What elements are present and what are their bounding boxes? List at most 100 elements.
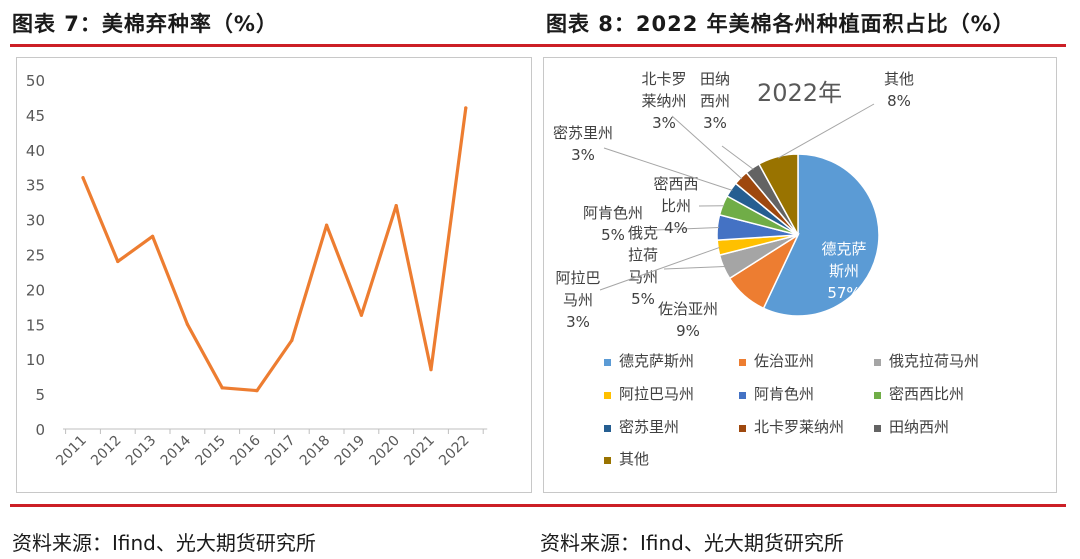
pie-label-name: 德克萨 <box>821 240 866 258</box>
pie-label-name: 西州 <box>700 92 730 110</box>
y-tick-label: 25 <box>26 247 45 265</box>
legend-swatch <box>604 392 611 399</box>
x-tick-label: 2022 <box>436 433 473 470</box>
legend-swatch <box>604 425 611 432</box>
legend-swatch <box>874 359 881 366</box>
data-point <box>429 368 433 372</box>
data-point <box>220 386 224 390</box>
x-tick-label: 2013 <box>123 433 160 470</box>
pie-label-value: 4% <box>664 219 688 237</box>
pie-slice <box>757 153 799 236</box>
pie-label-value: 3% <box>566 313 590 331</box>
leader-line <box>655 227 719 231</box>
data-point <box>81 176 85 180</box>
y-tick-label: 0 <box>35 421 45 439</box>
x-tick-label: 2015 <box>193 433 230 470</box>
data-point <box>116 259 120 264</box>
data-point <box>325 223 329 227</box>
footer-divider <box>10 504 1066 507</box>
legend-label: 田纳西州 <box>889 418 949 436</box>
pie-slice <box>762 153 880 317</box>
pie-label-name: 密苏里州 <box>553 124 613 142</box>
pie-chart-panel: 2022年 德克萨 斯州 57% 佐治亚州 9% 俄克 拉荷 马州 5% 阿拉巴 马州 3% 阿肯色州 5%… <box>543 57 1057 493</box>
series-line <box>81 106 468 393</box>
data-point <box>394 204 398 208</box>
pie-label-value: 8% <box>887 92 911 110</box>
pie-label-name: 佐治亚州 <box>658 300 718 318</box>
legend-label: 佐治亚州 <box>754 352 814 370</box>
data-point <box>464 106 468 110</box>
y-tick-label: 40 <box>26 142 45 160</box>
line-chart: 0 5 10 15 20 25 30 35 40 45 50 20112012201320142015… <box>26 72 488 470</box>
right-chart-title: 图表 8：2022 年美棉各州种植面积占比（%） <box>546 12 1015 36</box>
pie-label-name: 拉荷 <box>628 246 658 264</box>
legend-label: 密苏里州 <box>619 418 679 436</box>
legend-swatch <box>739 425 746 432</box>
y-tick-label: 15 <box>26 316 45 334</box>
pie-label-name: 阿拉巴 <box>555 269 600 287</box>
pie-label-value: 3% <box>652 114 676 132</box>
leader-line <box>599 246 720 291</box>
y-tick-label: 50 <box>26 72 45 90</box>
pie-label-name: 莱纳州 <box>641 92 686 110</box>
pie-label-name: 斯州 <box>829 262 859 280</box>
pie-label-name: 比州 <box>661 197 691 215</box>
pie-label-value: 3% <box>703 114 727 132</box>
y-tick-label: 5 <box>35 386 45 404</box>
pie-label-value: 57% <box>827 284 860 302</box>
x-tick-label: 2011 <box>53 433 90 470</box>
pie-label-name: 其他 <box>884 70 914 88</box>
legend-label: 密西西比州 <box>889 385 964 403</box>
legend-swatch <box>739 392 746 399</box>
pie-label-name: 密西西 <box>653 175 698 193</box>
legend-swatch <box>739 359 746 366</box>
title-divider <box>10 44 1066 47</box>
leader-line <box>671 115 743 180</box>
data-point <box>255 389 259 393</box>
y-tick-label: 10 <box>26 351 45 369</box>
legend-swatch <box>604 359 611 366</box>
pie-label-value: 9% <box>676 322 700 340</box>
legend-swatch <box>874 392 881 399</box>
x-tick-label: 2020 <box>367 433 404 470</box>
legend-label: 北卡罗莱纳州 <box>754 418 844 436</box>
leader-line <box>663 266 726 270</box>
pie-label-value: 3% <box>571 146 595 164</box>
y-tick-label: 20 <box>26 281 45 299</box>
pie-label-name: 北卡罗 <box>641 70 686 88</box>
x-tick-label: 2021 <box>401 433 438 470</box>
y-tick-label: 35 <box>26 177 45 195</box>
x-tick-label: 2012 <box>88 433 125 470</box>
x-tick-label: 2014 <box>158 432 195 469</box>
legend-label: 阿拉巴马州 <box>619 385 694 403</box>
y-tick-label: 45 <box>26 107 45 125</box>
pie-label-name: 田纳 <box>700 70 730 88</box>
y-tick-label: 30 <box>26 212 45 230</box>
data-point <box>151 234 155 238</box>
leader-line <box>603 147 733 191</box>
legend-swatch <box>604 457 611 464</box>
right-source-note: 资料来源：Ifind、光大期货研究所 <box>540 531 844 555</box>
pie-label-value: 5% <box>601 226 625 244</box>
x-tick-label: 2019 <box>332 433 369 470</box>
data-point <box>290 338 294 342</box>
pie-title: 2022年 <box>757 79 842 107</box>
legend-label: 阿肯色州 <box>754 385 814 403</box>
pie-label-value: 5% <box>631 290 655 308</box>
leader-line <box>721 145 754 170</box>
left-chart-title: 图表 7：美棉弃种率（%） <box>12 12 278 36</box>
x-tick-label: 2017 <box>262 433 299 470</box>
data-point <box>359 313 363 317</box>
legend-swatch <box>874 425 881 432</box>
left-source-note: 资料来源：Ifind、光大期货研究所 <box>12 531 316 555</box>
x-tick-label: 2016 <box>227 432 264 469</box>
legend-label: 其他 <box>619 450 649 468</box>
leader-line <box>778 103 875 159</box>
pie-label-name: 阿肯色州 <box>583 204 643 222</box>
x-tick-label: 2018 <box>297 433 334 470</box>
pie-label-name: 俄克 <box>628 224 658 242</box>
legend-label: 俄克拉荷马州 <box>889 352 979 370</box>
pie-label-name: 马州 <box>563 291 593 309</box>
legend-label: 德克萨斯州 <box>619 352 694 370</box>
